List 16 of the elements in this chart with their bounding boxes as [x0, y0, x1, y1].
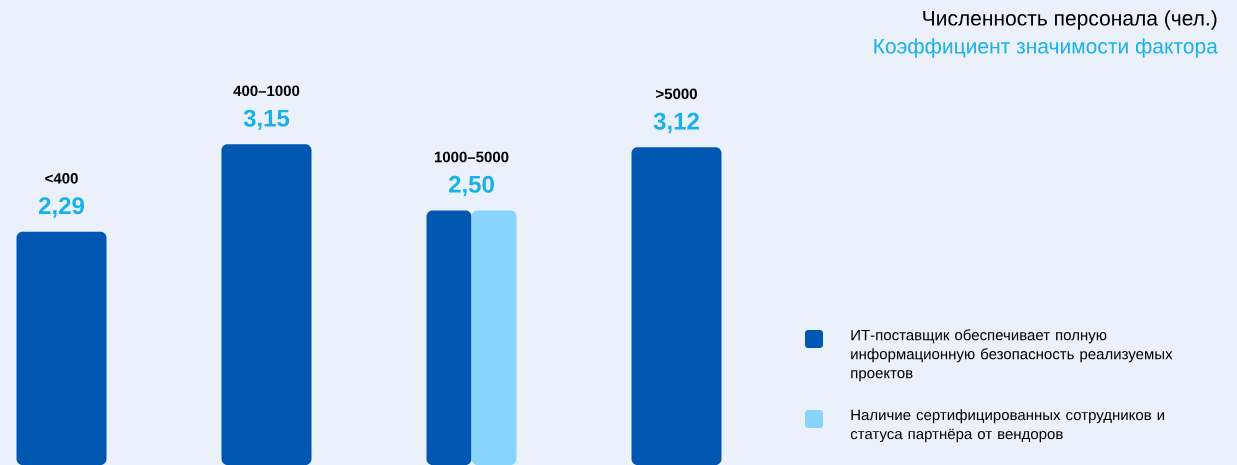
data-label: 2,50: [448, 175, 494, 197]
x-tick-label: 400–1000: [233, 85, 300, 97]
text: Численность персонала (чел.): [923, 10, 1217, 30]
x-tick-label: 1000–5000: [434, 151, 509, 163]
x-tick-label: <400: [45, 173, 78, 184]
x-tick-label: >5000: [656, 88, 697, 100]
bar: [221, 144, 312, 465]
bar: [471, 210, 517, 465]
data-label: 2,29: [38, 197, 84, 218]
legend-label: Наличие сертифицированных сотрудников и статуса партнёра от вендоров: [850, 409, 1165, 443]
bar: [16, 231, 107, 465]
text: Коэффициент значимости фактора: [874, 38, 1218, 58]
bar: [631, 147, 722, 465]
data-label: 3,15: [243, 109, 290, 131]
legend-label: ИТ-поставщик обеспечивает полную информационную безопасность реализуемых проектов: [851, 329, 1173, 382]
data-label: 3,12: [653, 112, 699, 134]
